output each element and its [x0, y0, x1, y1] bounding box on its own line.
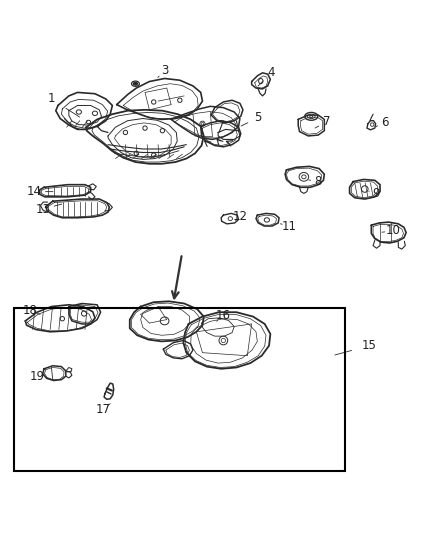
Text: 11: 11	[282, 220, 297, 233]
Bar	[14, 308, 345, 471]
Text: 3: 3	[161, 64, 168, 77]
Text: 14: 14	[27, 185, 42, 198]
Text: 12: 12	[233, 211, 247, 223]
Text: 15: 15	[362, 339, 377, 352]
Text: 16: 16	[216, 309, 231, 322]
Text: 4: 4	[268, 66, 275, 79]
Ellipse shape	[134, 83, 138, 85]
Text: 1: 1	[48, 92, 55, 106]
Text: 13: 13	[35, 203, 50, 215]
Text: 9: 9	[372, 187, 379, 200]
Text: 17: 17	[96, 403, 111, 416]
Text: 10: 10	[385, 224, 400, 237]
Text: 7: 7	[323, 115, 331, 128]
Text: 6: 6	[381, 116, 388, 128]
Text: 5: 5	[254, 111, 262, 124]
Text: 18: 18	[22, 304, 37, 317]
Text: 19: 19	[30, 370, 45, 383]
Text: 8: 8	[314, 175, 322, 188]
